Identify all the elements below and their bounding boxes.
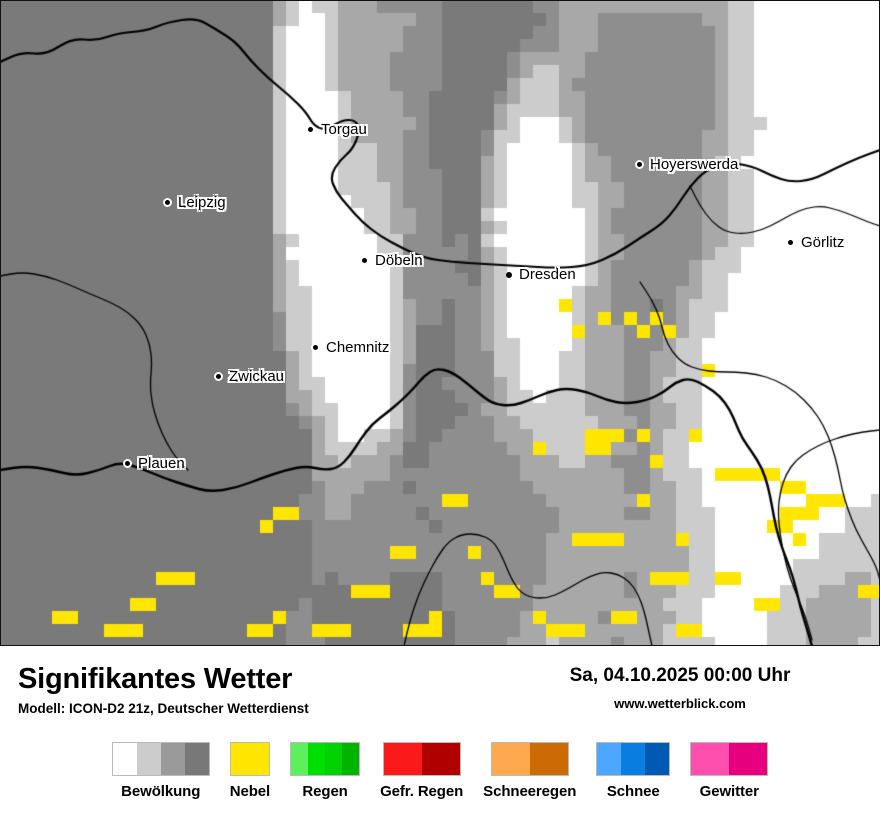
city-label: Chemnitz [326,339,390,356]
legend-swatch [290,742,361,776]
legend-swatch-segment [325,743,343,775]
city-marker-zwickau[interactable]: Zwickau [214,368,284,385]
legend-label: Bewölkung [121,783,201,800]
legend-label: Gefr. Regen [380,783,464,800]
title-row: Signifikantes Wetter Modell: ICON-D2 21z… [0,662,880,722]
legend-swatch-segment [291,743,309,775]
legend-swatch-segment [621,743,646,775]
legend-swatch [596,742,671,776]
weather-map-panel[interactable]: Torgau Hoyerswerda Leipzig Görlitz Döbeln Dre… [0,0,880,646]
city-dot-icon [123,459,132,468]
city-dot-icon [214,372,223,381]
legend-swatch-segment [491,743,530,775]
city-dot-icon [786,238,795,247]
model-subtitle: Modell: ICON-D2 21z, Deutscher Wetterdie… [18,701,309,716]
legend-item-gewitter: Gewitter [690,742,769,800]
legend-swatch-segment [383,743,422,775]
city-label: Leipzig [178,194,226,211]
city-marker-hoyerswerda[interactable]: Hoyerswerda [635,156,738,173]
legend-label: Nebel [229,783,271,800]
legend-swatch [229,742,270,776]
footer-panel: Signifikantes Wetter Modell: ICON-D2 21z… [0,646,880,830]
city-label: Zwickau [229,368,285,385]
page-title: Signifikantes Wetter [18,663,293,695]
city-label: Torgau [321,121,367,138]
city-dot-icon [635,160,644,169]
legend-swatch [111,742,210,776]
city-dot-icon [163,198,172,207]
city-dot-icon [360,256,369,265]
city-label: Görlitz [801,234,845,251]
city-label: Dresden [519,266,576,283]
legend-label: Gewitter [699,783,759,800]
legend-swatch-segment [645,743,670,775]
legend-swatch-segment [421,743,460,775]
weather-map-canvas[interactable] [0,0,880,646]
legend-swatch [490,742,569,776]
legend-item-gefr-regen: Gefr. Regen [380,742,463,800]
city-marker-dbeln[interactable]: Döbeln [360,252,423,269]
legend-swatch [690,742,769,776]
city-marker-grlitz[interactable]: Görlitz [786,234,844,251]
city-label: Plauen [138,455,185,472]
city-label: Döbeln [375,252,423,269]
legend-swatch-segment [529,743,568,775]
legend-label: Schnee [606,783,660,800]
legend-swatch-segment [112,743,137,775]
city-dot-icon [311,343,320,352]
legend-swatch-segment [729,743,768,775]
legend-item-regen: Regen [290,742,361,800]
legend-swatch-segment [184,743,209,775]
legend-swatch-segment [136,743,161,775]
city-label: Hoyerswerda [650,156,739,173]
legend-label: Schneeregen [483,783,577,800]
legend-item-nebel: Nebel [230,742,270,800]
legend-item-schneeregen: Schneeregen [483,742,576,800]
title-block-left: Signifikantes Wetter Modell: ICON-D2 21z… [18,662,309,718]
city-marker-chemnitz[interactable]: Chemnitz [311,339,389,356]
title-block-right: Sa, 04.10.2025 00:00 Uhr www.wetterblick… [500,664,860,713]
city-dot-icon [506,271,512,278]
legend-swatch-segment [308,743,326,775]
legend-swatch-segment [230,743,269,775]
legend-swatch-segment [597,743,622,775]
city-label-layer: Torgau Hoyerswerda Leipzig Görlitz Döbeln Dre… [123,121,844,472]
website-label: www.wetterblick.com [614,696,746,711]
legend-item-schnee: Schnee [596,742,671,800]
legend-item-bew-lkung: Bewölkung [111,742,210,800]
city-marker-plauen[interactable]: Plauen [123,455,185,472]
legend-swatch-segment [342,743,360,775]
city-marker-dresden[interactable]: Dresden [505,266,576,283]
legend-label: Regen [302,783,348,800]
legend-swatch-segment [160,743,185,775]
city-marker-leipzig[interactable]: Leipzig [163,194,226,211]
legend-swatch-segment [691,743,730,775]
city-dot-icon [306,125,315,134]
legend-swatch [382,742,461,776]
city-marker-torgau[interactable]: Torgau [306,121,367,138]
valid-time-label: Sa, 04.10.2025 00:00 Uhr [569,665,791,686]
legend: Bewölkung Nebel Regen Gefr. Regen Schneerege… [0,742,880,822]
